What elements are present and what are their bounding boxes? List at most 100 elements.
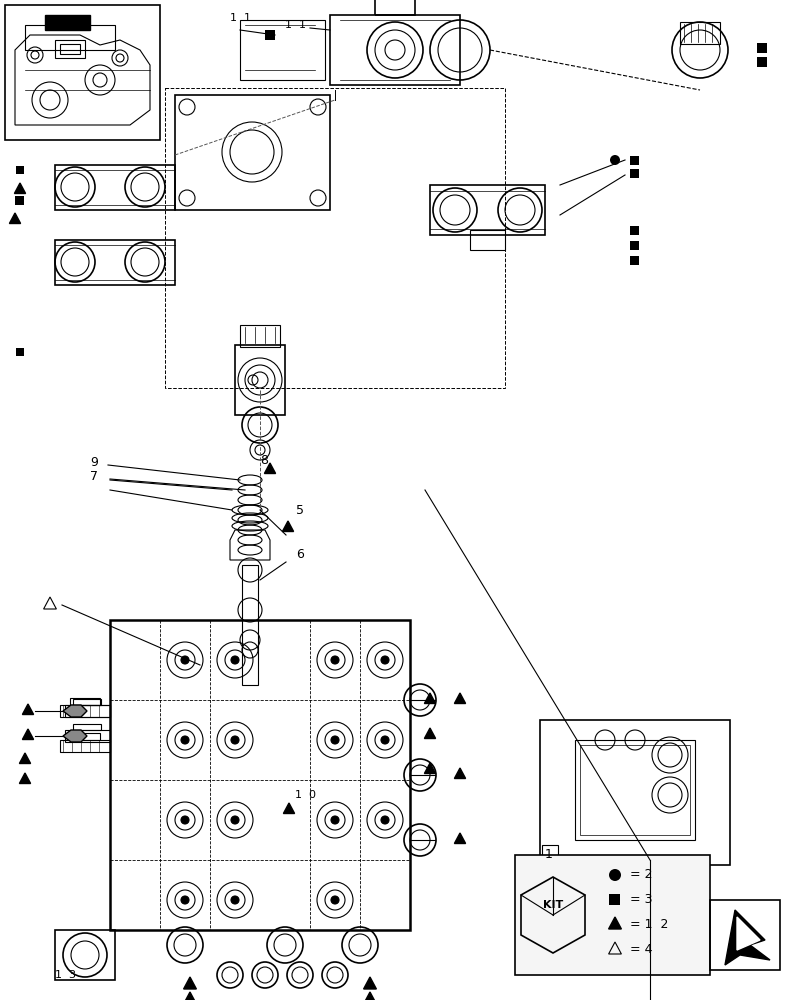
Bar [60,740,109,752]
Bar [240,20,324,80]
Text: 1  3: 1 3 [55,970,76,980]
Circle shape [331,736,338,744]
Bar [514,855,709,975]
Bar [109,620,410,930]
Text: = 2: = 2 [629,868,652,881]
Circle shape [230,656,238,664]
Polygon shape [19,773,31,783]
Bar [629,255,639,264]
Bar [73,724,101,730]
Polygon shape [454,833,465,843]
Circle shape [380,736,388,744]
Text: 9: 9 [90,456,98,468]
Polygon shape [183,992,196,1000]
Bar [679,22,719,44]
Bar [16,166,24,174]
Bar [55,40,85,58]
Bar [579,745,689,835]
Circle shape [230,736,238,744]
Circle shape [331,656,338,664]
Bar [430,185,544,235]
Text: 1  1: 1 1 [230,13,251,23]
Bar [709,900,779,970]
Polygon shape [15,183,26,194]
Bar [264,30,275,40]
Bar [470,230,504,250]
Circle shape [380,656,388,664]
Bar [234,345,285,415]
Bar [609,894,620,905]
Circle shape [380,816,388,824]
Text: 6: 6 [296,548,303,562]
Bar [60,705,109,717]
Text: 8: 8 [260,454,268,466]
Circle shape [181,656,189,664]
Bar [175,95,329,210]
Circle shape [331,896,338,904]
Circle shape [230,816,238,824]
Bar [629,169,639,178]
Polygon shape [10,213,20,224]
Bar [55,240,175,285]
Text: 5: 5 [296,504,303,516]
Bar [541,845,557,861]
Bar [629,240,639,249]
Bar [65,705,109,717]
Circle shape [181,896,189,904]
Polygon shape [363,992,376,1000]
Text: KIT: KIT [543,900,563,910]
Bar [629,226,639,234]
Polygon shape [424,693,435,704]
Bar [329,15,460,85]
Bar [65,730,109,742]
Bar [55,165,175,210]
Bar [574,740,694,840]
Circle shape [331,816,338,824]
Bar [60,44,80,54]
Bar [15,196,24,205]
Polygon shape [282,521,294,532]
Polygon shape [19,753,31,764]
Polygon shape [454,693,465,704]
Circle shape [181,816,189,824]
Text: = 4: = 4 [629,943,652,956]
Bar [629,156,639,165]
Circle shape [230,896,238,904]
Bar [73,699,101,705]
Polygon shape [183,977,196,989]
Text: 7: 7 [90,470,98,483]
Polygon shape [283,803,294,813]
Bar [16,348,24,356]
Polygon shape [424,728,435,738]
Bar [70,733,100,740]
Circle shape [181,736,189,744]
Text: 1  1: 1 1 [285,20,306,30]
Bar [55,930,115,980]
Polygon shape [63,705,87,717]
Bar [240,325,280,347]
Text: 1  0: 1 0 [294,790,315,800]
Polygon shape [608,917,620,929]
Polygon shape [424,763,435,773]
Polygon shape [23,704,33,714]
Bar [539,720,729,865]
Bar [242,565,258,685]
Bar [756,43,766,53]
Bar [70,698,100,705]
Polygon shape [363,977,376,989]
Bar [165,88,504,388]
Polygon shape [454,768,465,778]
Polygon shape [45,15,90,30]
Polygon shape [63,730,87,742]
Polygon shape [264,463,275,474]
Polygon shape [736,917,759,950]
Text: = 1  2: = 1 2 [629,918,667,931]
Polygon shape [724,910,769,965]
Text: = 3: = 3 [629,893,652,906]
Text: 1: 1 [544,848,552,861]
Circle shape [608,869,620,881]
Bar [756,57,766,67]
Polygon shape [23,729,33,740]
Bar [5,5,160,140]
Circle shape [609,155,620,165]
